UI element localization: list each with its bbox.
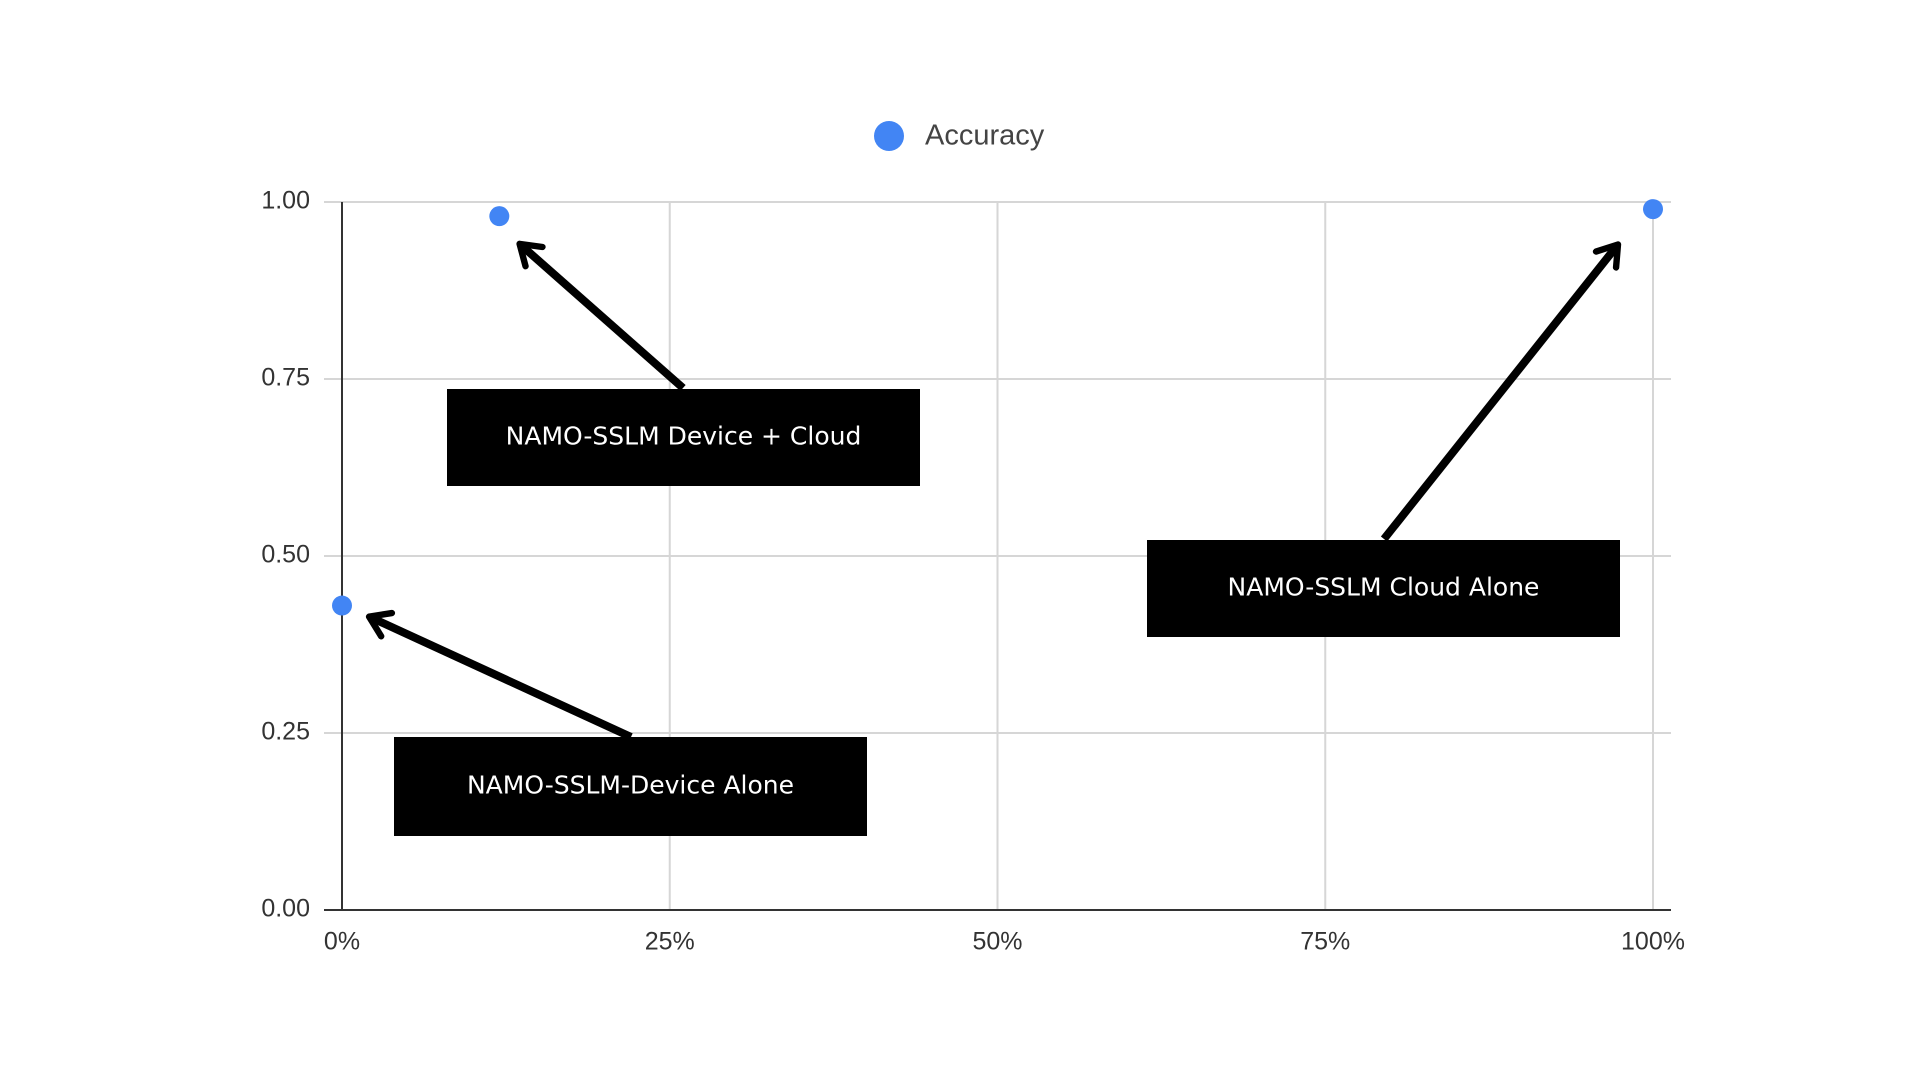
x-tick-label: 0% [324,928,360,956]
y-tick-label: 0.75 [261,364,310,392]
annotations: NAMO-SSLM Device + Cloud NAMO-SSLM Cloud … [365,240,1622,836]
legend-marker [874,121,904,151]
x-tick-label: 50% [972,928,1022,956]
annotation-box [394,737,867,836]
marks [332,199,1663,616]
x-tick-label: 75% [1300,928,1350,956]
y-tick-label: 0.00 [261,895,310,923]
annotation-text: NAMO-SSLM Cloud Alone [1228,573,1540,602]
annotation-box [447,389,920,486]
x-tick-label: 100% [1621,928,1685,956]
annotation-box [1147,540,1620,637]
axes: 0.00 0.25 0.50 0.75 1.00 0% 25% 50% 75% 100% [261,187,1685,956]
arrow [1380,241,1622,542]
arrow [516,240,686,391]
legend-label: Accuracy [925,120,1045,152]
x-tick-label: 25% [645,928,695,956]
annotation-text: NAMO-SSLM-Device Alone [467,771,794,800]
arrow [365,609,633,741]
data-point [332,595,352,616]
y-tick-label: 0.50 [261,541,310,569]
y-tick-label: 1.00 [261,187,310,215]
data-point [1643,199,1663,220]
y-tick-label: 0.25 [261,718,310,746]
data-point [489,206,510,227]
annotation-text: NAMO-SSLM Device + Cloud [506,422,862,451]
